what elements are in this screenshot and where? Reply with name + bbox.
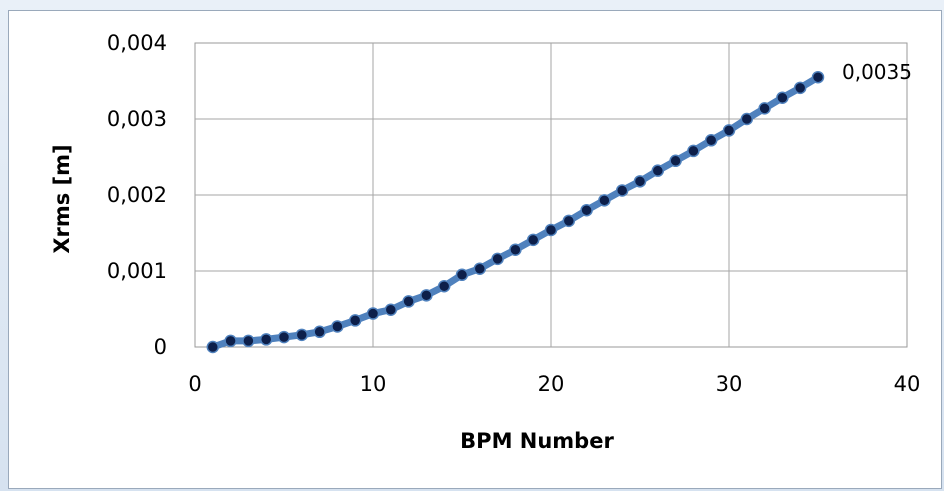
xrms-chart: 0 0,001 0,002 0,003 0,004 0 10 20 30 40 BPM Number…	[50, 31, 921, 453]
data-point	[544, 223, 558, 237]
data-label: 0,0035	[842, 60, 912, 84]
data-point	[687, 144, 700, 158]
y-axis-title: Xrms [m]	[50, 144, 74, 253]
x-tick-label: 0	[188, 372, 201, 396]
data-point	[722, 124, 736, 137]
data-point	[295, 328, 309, 342]
data-point	[651, 164, 665, 177]
data-point	[455, 268, 469, 282]
chart-area: 0 0,001 0,002 0,003 0,004 0 10 20 30 40 BPM Number…	[8, 10, 942, 489]
data-point	[277, 330, 291, 344]
data-point	[402, 295, 415, 308]
data-point	[473, 262, 487, 275]
y-tick-label: 0,003	[107, 107, 167, 131]
y-tick-label: 0,001	[107, 259, 167, 283]
data-point	[633, 175, 647, 188]
x-tick-label: 10	[360, 372, 387, 396]
x-tick-label: 20	[538, 372, 565, 396]
data-point	[526, 233, 540, 247]
x-axis-title: BPM Number	[460, 429, 614, 453]
y-tick-label: 0,004	[107, 31, 167, 55]
data-point	[758, 102, 771, 115]
data-point	[580, 203, 593, 217]
data-point	[420, 289, 433, 302]
data-point	[331, 320, 344, 333]
data-point	[224, 334, 237, 348]
data-point	[740, 112, 754, 126]
y-tick-label: 0,002	[107, 183, 167, 207]
data-point	[437, 279, 451, 293]
data-point	[366, 307, 380, 320]
data-point	[384, 303, 398, 317]
data-point	[348, 314, 362, 327]
data-point	[509, 243, 522, 256]
data-point	[242, 334, 255, 348]
data-point	[704, 134, 718, 147]
data-point	[313, 325, 326, 339]
data-point	[598, 194, 611, 207]
data-point	[259, 333, 273, 346]
x-tick-label: 40	[894, 372, 921, 396]
data-point	[776, 91, 789, 104]
data-point	[669, 154, 682, 168]
y-tick-label: 0	[154, 335, 167, 359]
x-tick-label: 30	[716, 372, 743, 396]
data-point	[615, 184, 629, 197]
data-point	[562, 214, 576, 228]
data-point	[491, 252, 504, 266]
data-point	[206, 340, 220, 354]
data-point	[793, 81, 807, 95]
data-point	[811, 70, 825, 84]
